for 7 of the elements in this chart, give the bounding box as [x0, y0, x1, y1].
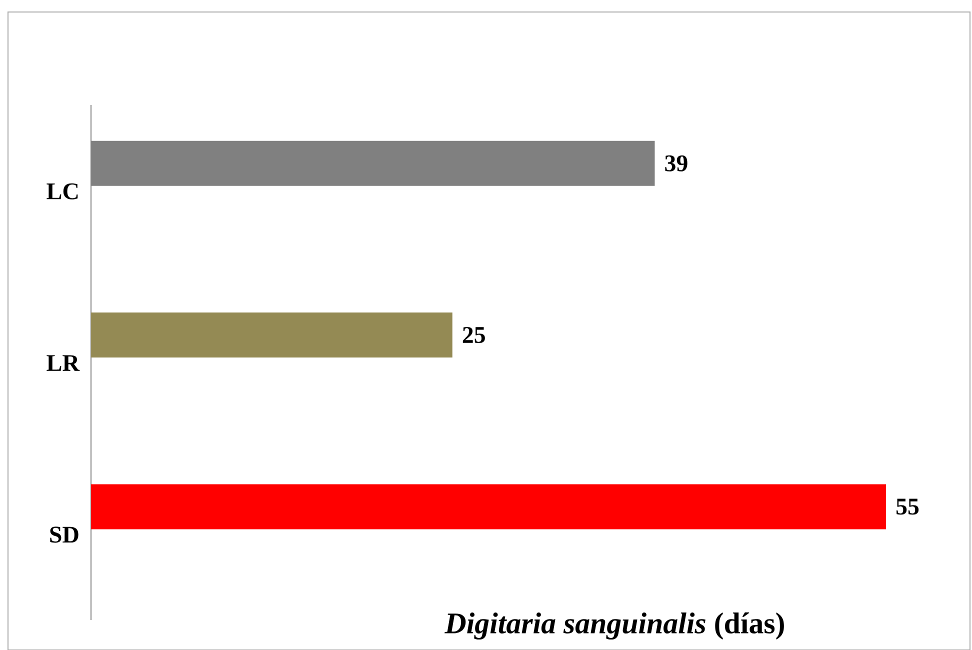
y-tick-label: LR [46, 354, 80, 371]
x-axis-title: Digitaria sanguinalis (días) [444, 612, 784, 640]
data-label: 25 [462, 326, 485, 343]
data-label: 39 [665, 155, 688, 172]
y-tick-label: SD [50, 526, 78, 542]
data-label: 55 [896, 498, 919, 514]
y-tick-label: LC [46, 183, 78, 200]
